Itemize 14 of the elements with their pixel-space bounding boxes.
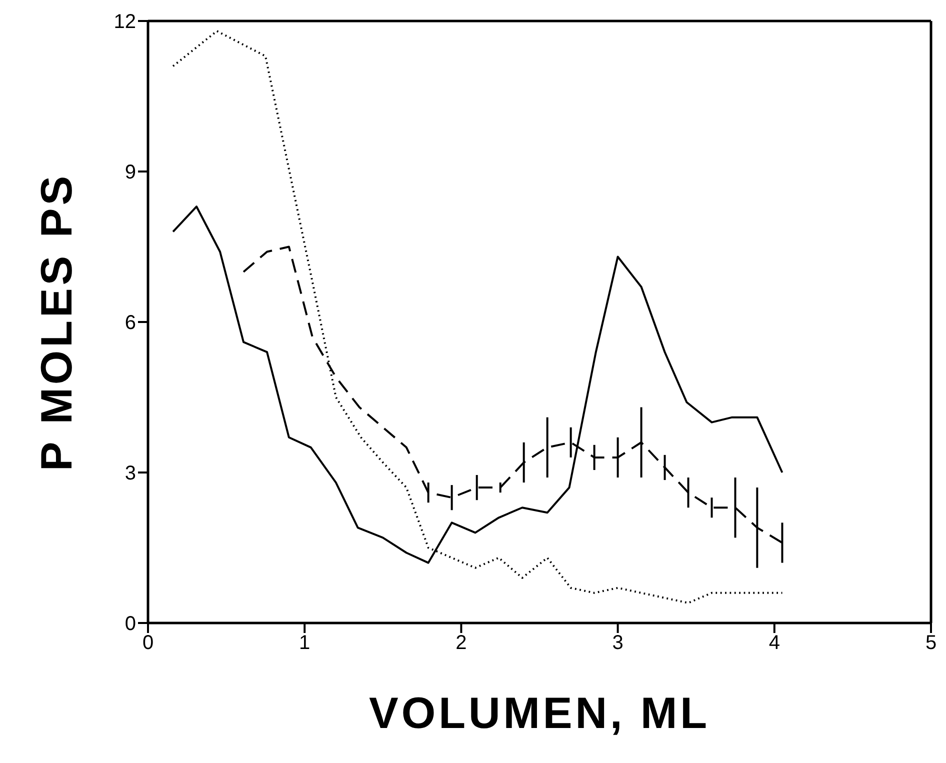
y-tick-label: 9 bbox=[124, 162, 136, 184]
y-tick-label: 3 bbox=[124, 462, 136, 485]
x-tick-label: 4 bbox=[768, 632, 780, 654]
y-tick-label: 12 bbox=[114, 11, 136, 34]
x-tick-label: 5 bbox=[925, 632, 937, 654]
x-tick-label: 1 bbox=[299, 632, 310, 654]
y-tick-label: 6 bbox=[124, 312, 136, 334]
x-axis-title: VOLUMEN, ML bbox=[369, 689, 710, 738]
line-series bbox=[172, 30, 784, 604]
x-tick-label: 3 bbox=[612, 632, 624, 654]
y-axis-title: P MOLES PS bbox=[32, 172, 82, 472]
x-tick-label: 2 bbox=[456, 632, 467, 654]
x-tick-label: 0 bbox=[142, 632, 154, 654]
y-tick-label: 0 bbox=[124, 613, 136, 636]
